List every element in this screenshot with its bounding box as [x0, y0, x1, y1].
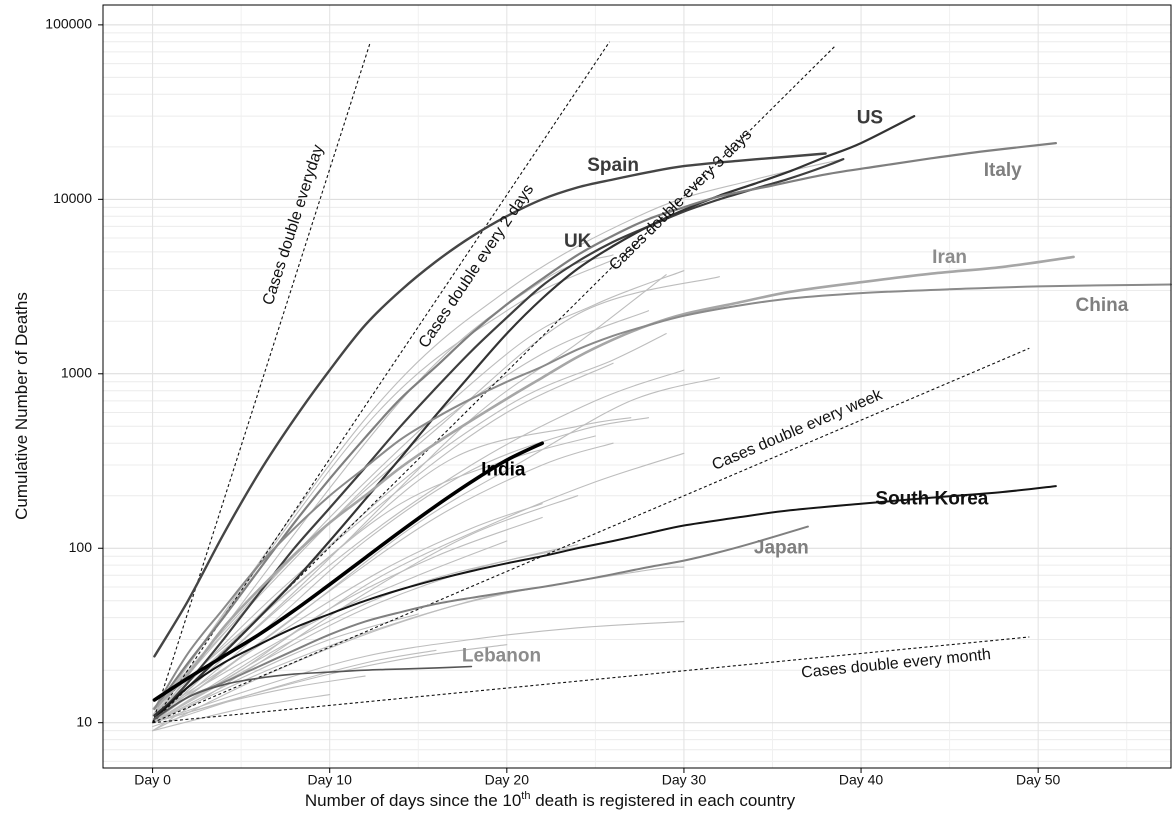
x-axis-title-superscript: th: [521, 790, 530, 802]
major-grid: [103, 5, 1171, 768]
country-label-iran: Iran: [932, 247, 967, 268]
background-country-line-7: [152, 417, 632, 710]
background-country-line-23: [152, 694, 331, 732]
x-tick-label-30: Day 30: [662, 772, 707, 788]
reference-line-cases-double-every-2-days: [152, 41, 611, 724]
background-country-line-8: [152, 417, 650, 724]
country-label-india: India: [481, 459, 526, 480]
x-tick-label-10: Day 10: [308, 772, 353, 788]
country-label-uk: UK: [564, 231, 592, 252]
country-label-spain: Spain: [587, 155, 639, 176]
reference-line-cases-double-every-week: [152, 347, 1030, 724]
y-axis-ticks: 10 100 1000 10000 100000: [45, 16, 103, 729]
x-tick-label-0: Day 0: [134, 772, 171, 788]
x-tick-label-50: Day 50: [1016, 772, 1061, 788]
background-country-line-28: [152, 259, 614, 717]
x-axis-title-part: Number of days since the 10: [305, 791, 521, 810]
background-country-line-14: [152, 503, 543, 717]
background-country-line-26: [152, 369, 685, 724]
x-axis-title-rest: death is registered in each country: [530, 791, 795, 810]
minor-grid: [103, 5, 1171, 768]
background-country-line-19: [152, 621, 685, 724]
x-axis-title: Number of days since the 10th death is r…: [305, 790, 796, 810]
series-line-iran: [153, 255, 1075, 711]
highlighted-country-lines: [152, 115, 1172, 721]
y-tick-label-10: 10: [76, 713, 92, 729]
background-country-line-24: [152, 613, 419, 724]
y-axis-title: Cumulative Number of Deaths: [12, 292, 31, 520]
series-line-italy: [153, 142, 1057, 710]
series-line-us: [153, 115, 916, 717]
country-labels: Spain UK US Italy Iran China India South Korea J…: [462, 108, 1129, 667]
y-tick-label-100: 100: [69, 539, 93, 555]
background-country-line-11: [152, 452, 685, 724]
background-country-line-12: [152, 495, 579, 732]
background-country-line-21: [152, 649, 437, 728]
background-country-line-5: [152, 362, 614, 717]
background-country-line-9: [152, 435, 596, 717]
plot-frame: [102, 4, 1172, 769]
y-tick-label-100000: 100000: [45, 16, 92, 32]
background-country-line-17: [152, 586, 543, 732]
series-line-japan: [153, 525, 809, 720]
y-tick-label-1000: 1000: [61, 364, 92, 380]
background-country-line-18: [152, 566, 685, 724]
reference-line-cases-double-everyday: [152, 41, 371, 723]
background-country-line-22: [152, 675, 366, 724]
x-tick-label-20: Day 20: [485, 772, 530, 788]
y-tick-label-10000: 10000: [53, 190, 92, 206]
x-tick-label-40: Day 40: [839, 772, 884, 788]
series-line-south-korea: [153, 485, 1057, 720]
series-line-china: [153, 283, 1172, 710]
series-line-spain: [153, 152, 827, 658]
country-label-japan: Japan: [754, 537, 809, 558]
country-label-italy: Italy: [984, 160, 1022, 181]
series-line-lebanon: [153, 665, 473, 720]
series-line-india: [152, 441, 544, 702]
country-label-china: China: [1076, 295, 1129, 316]
country-label-lebanon: Lebanon: [462, 645, 541, 666]
background-country-line-1: [152, 276, 720, 710]
x-axis-ticks: Day 0 Day 10 Day 20 Day 30 Day 40 Day 50: [134, 768, 1061, 788]
country-label-south-korea: South Korea: [875, 489, 988, 510]
reference-line-cases-double-every-month: [152, 636, 1030, 724]
country-label-us: US: [857, 108, 883, 129]
